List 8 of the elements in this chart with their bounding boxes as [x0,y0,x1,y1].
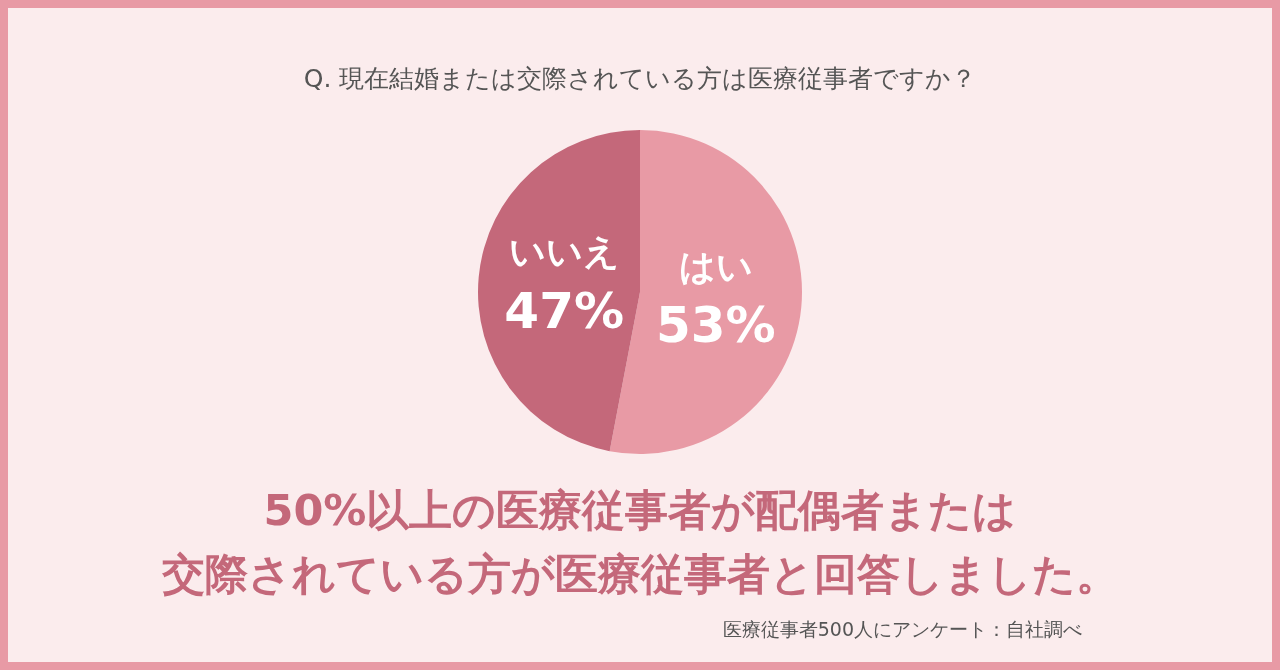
text: 医療従事者500人にアンケート：自社調べ [722,617,1082,642]
text: 50%以上の医療従事者が配偶者または [262,484,1018,537]
slice-label: いいえ [508,231,620,273]
data-label: 53% [655,296,776,355]
text: 交際されている方が医療従事者と回答しました。 [160,548,1120,601]
slice-label: はい [678,245,753,287]
data-label: 47% [504,281,625,340]
chart-title: Q. 現在結婚または交際されている方は医療従事者ですか？ [302,63,978,95]
